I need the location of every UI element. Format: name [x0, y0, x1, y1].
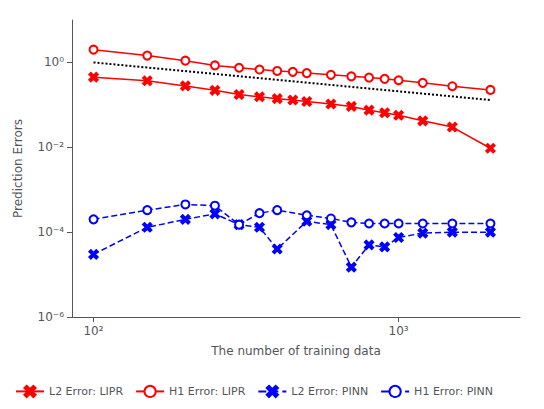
svg-text:10⁻²: 10⁻² [38, 140, 65, 154]
svg-text:10³: 10³ [389, 324, 409, 338]
svg-text:L2 Error: PINN: L2 Error: PINN [291, 385, 368, 398]
svg-text:H1 Error: LIPR: H1 Error: LIPR [169, 385, 246, 398]
svg-text:10⁻⁴: 10⁻⁴ [38, 225, 65, 239]
svg-text:H1 Error: PINN: H1 Error: PINN [414, 385, 493, 398]
svg-text:L2 Error: LIPR: L2 Error: LIPR [49, 385, 123, 398]
svg-text:Prediction Errors: Prediction Errors [11, 119, 25, 218]
svg-text:The number of training data: The number of training data [210, 344, 381, 358]
svg-text:10²: 10² [83, 324, 103, 338]
svg-text:10⁻⁶: 10⁻⁶ [38, 310, 65, 324]
svg-text:10⁰: 10⁰ [44, 55, 64, 69]
